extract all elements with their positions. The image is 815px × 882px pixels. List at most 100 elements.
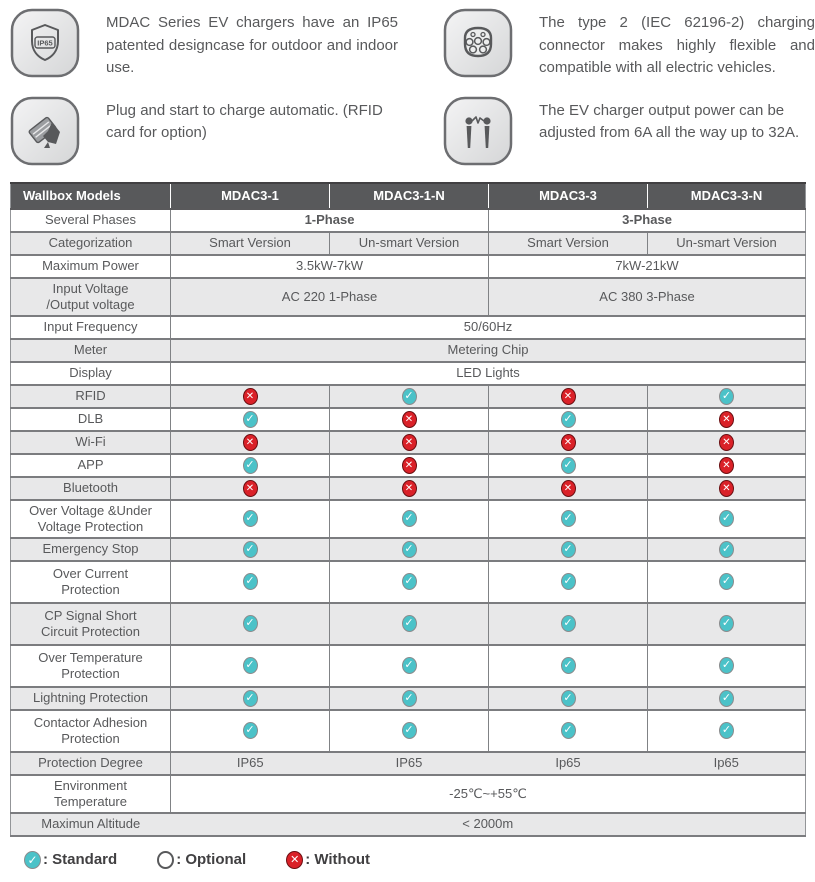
standard-check-icon: [719, 510, 734, 528]
feature-text: The EV charger output power can be adjus…: [539, 101, 800, 142]
table-row: Over Current Protection: [10, 560, 806, 604]
cell-mark: [329, 686, 489, 711]
row-label: CP Signal Short Circuit Protection: [10, 602, 171, 646]
adjustable-power-icon: [443, 96, 513, 166]
standard-check-icon: [401, 615, 417, 633]
table-row: Emergency Stop: [10, 537, 806, 562]
cell-value: 1-Phase: [170, 208, 489, 233]
standard-check-icon: [719, 540, 734, 558]
standard-check-icon: [401, 573, 417, 591]
table-row: Input Frequency 50/60Hz: [10, 315, 806, 340]
cell-mark: [329, 499, 489, 539]
standard-check-icon: [560, 456, 576, 474]
header-model: MDAC3-3-N: [647, 182, 806, 210]
standard-check-icon: [401, 722, 417, 740]
standard-check-icon: [242, 657, 258, 675]
table-row: CP Signal Short Circuit Protection: [10, 602, 806, 646]
standard-check-icon: [242, 573, 258, 591]
cell-mark: [488, 384, 648, 409]
standard-check-icon: [560, 510, 576, 528]
table-row: Several Phases 1-Phase 3-Phase: [10, 208, 806, 233]
ip65-shield-icon: IP65: [10, 8, 80, 78]
legend-optional: : Optional: [157, 850, 246, 869]
legend: : Standard : Optional : Without: [24, 850, 815, 869]
without-cross-icon: [719, 479, 734, 497]
cell-value: Un-smart Version: [647, 231, 806, 256]
spec-table-head: Wallbox Models MDAC3-1 MDAC3-1-N MDAC3-3 MDA…: [10, 182, 806, 210]
cell-mark: [170, 644, 330, 688]
cell-mark: [488, 560, 648, 604]
cell-value: Ip65: [647, 751, 806, 776]
cell-value: IP65: [170, 751, 330, 776]
cell-mark: [170, 709, 330, 753]
cell-mark: [488, 602, 648, 646]
row-label: Over Current Protection: [10, 560, 171, 604]
row-label: DLB: [10, 407, 171, 432]
header-model: MDAC3-1: [170, 182, 330, 210]
standard-check-icon: [401, 689, 417, 707]
without-cross-icon: [401, 456, 417, 474]
row-label: Display: [10, 361, 171, 386]
cell-mark: [329, 602, 489, 646]
table-row: Meter Metering Chip: [10, 338, 806, 363]
cell-mark: [488, 453, 648, 478]
table-row: Environment Temperature -25℃~+55℃: [10, 774, 806, 814]
cell-mark: [329, 537, 489, 562]
table-row: RFID: [10, 384, 806, 409]
table-row: Display LED Lights: [10, 361, 806, 386]
cell-mark: [647, 384, 806, 409]
cell-mark: [170, 453, 330, 478]
cell-mark: [647, 644, 806, 688]
row-label: Meter: [10, 338, 171, 363]
cell-value: Metering Chip: [170, 338, 806, 363]
table-row: Wi-Fi: [10, 430, 806, 455]
cell-mark: [329, 430, 489, 455]
check-circle-icon: [24, 850, 41, 869]
cell-mark: [647, 453, 806, 478]
header-row: Wallbox Models MDAC3-1 MDAC3-1-N MDAC3-3 MDA…: [10, 182, 806, 210]
legend-label: : Without: [305, 851, 371, 869]
cell-mark: [488, 476, 648, 501]
row-label: Maximum Power: [10, 254, 171, 279]
cell-mark: [170, 407, 330, 432]
standard-check-icon: [560, 722, 576, 740]
row-label: Wi-Fi: [10, 430, 171, 455]
cell-mark: [329, 560, 489, 604]
type2-connector-icon: [443, 8, 513, 78]
row-label: Input Voltage /Output voltage: [10, 277, 171, 317]
standard-check-icon: [560, 410, 576, 428]
standard-check-icon: [242, 615, 258, 633]
cell-mark: [329, 407, 489, 432]
cell-mark: [170, 476, 330, 501]
row-label: Contactor Adhesion Protection: [10, 709, 171, 753]
row-label: Over Voltage &Under Voltage Protection: [10, 499, 171, 539]
cell-mark: [488, 709, 648, 753]
row-label: RFID: [10, 384, 171, 409]
cell-mark: [170, 560, 330, 604]
standard-check-icon: [560, 540, 576, 558]
standard-check-icon: [242, 540, 258, 558]
without-cross-icon: [401, 479, 417, 497]
standard-check-icon: [401, 510, 417, 528]
table-row: Protection Degree IP65 IP65 Ip65 Ip65: [10, 751, 806, 776]
standard-check-icon: [242, 510, 258, 528]
table-row: Categorization Smart Version Un-smart Vers…: [10, 231, 806, 256]
without-cross-icon: [719, 456, 734, 474]
cell-mark: [170, 602, 330, 646]
without-cross-icon: [560, 387, 576, 405]
legend-standard: : Standard: [24, 850, 117, 869]
cell-mark: [488, 430, 648, 455]
cell-mark: [647, 499, 806, 539]
standard-check-icon: [401, 657, 417, 675]
cell-mark: [329, 384, 489, 409]
cell-mark: [170, 430, 330, 455]
cell-value: Smart Version: [170, 231, 330, 256]
spec-table: Wallbox Models MDAC3-1 MDAC3-1-N MDAC3-3 MDA…: [10, 181, 806, 837]
cell-value: 3.5kW-7kW: [170, 254, 489, 279]
spec-table-body: Several Phases 1-Phase 3-Phase Categorizati…: [10, 208, 806, 837]
row-label: Protection Degree: [10, 751, 171, 776]
cell-mark: [170, 686, 330, 711]
cell-value: -25℃~+55℃: [170, 774, 806, 814]
table-row: Maximun Altitude < 2000m: [10, 812, 806, 837]
